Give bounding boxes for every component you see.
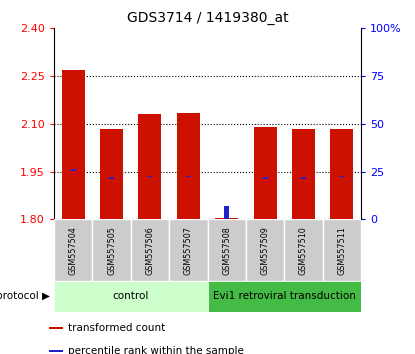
Text: GSM557504: GSM557504 — [68, 226, 78, 275]
Text: control: control — [112, 291, 149, 302]
Text: GSM557509: GSM557509 — [261, 226, 270, 275]
Bar — [147, 176, 152, 177]
Text: protocol ▶: protocol ▶ — [0, 291, 50, 302]
Text: GSM557508: GSM557508 — [222, 226, 231, 275]
Text: GSM557511: GSM557511 — [337, 226, 347, 275]
Bar — [186, 176, 191, 177]
Text: GSM557507: GSM557507 — [184, 226, 193, 275]
FancyBboxPatch shape — [208, 219, 246, 281]
FancyBboxPatch shape — [93, 219, 131, 281]
FancyBboxPatch shape — [323, 219, 361, 281]
Bar — [330, 129, 354, 219]
Text: transformed count: transformed count — [68, 323, 166, 333]
Text: GSM557510: GSM557510 — [299, 226, 308, 275]
Bar — [71, 169, 76, 171]
Text: GSM557506: GSM557506 — [145, 226, 154, 275]
FancyBboxPatch shape — [54, 219, 93, 281]
Bar — [139, 114, 161, 219]
Bar — [49, 350, 63, 352]
Bar — [339, 176, 344, 177]
Bar — [254, 127, 276, 219]
FancyBboxPatch shape — [208, 281, 361, 312]
Bar — [263, 177, 268, 179]
Text: percentile rank within the sample: percentile rank within the sample — [68, 346, 244, 354]
Bar — [62, 70, 85, 219]
Bar — [100, 129, 123, 219]
Bar — [301, 177, 306, 179]
Bar — [215, 218, 238, 219]
Title: GDS3714 / 1419380_at: GDS3714 / 1419380_at — [127, 11, 288, 24]
Bar — [177, 113, 200, 219]
Bar — [292, 129, 315, 219]
FancyBboxPatch shape — [284, 219, 323, 281]
FancyBboxPatch shape — [246, 219, 284, 281]
FancyBboxPatch shape — [54, 281, 208, 312]
Text: GSM557505: GSM557505 — [107, 226, 116, 275]
Bar — [224, 206, 229, 219]
Bar — [49, 326, 63, 329]
FancyBboxPatch shape — [131, 219, 169, 281]
Text: Evi1 retroviral transduction: Evi1 retroviral transduction — [213, 291, 356, 302]
FancyBboxPatch shape — [169, 219, 208, 281]
Bar — [109, 177, 114, 179]
